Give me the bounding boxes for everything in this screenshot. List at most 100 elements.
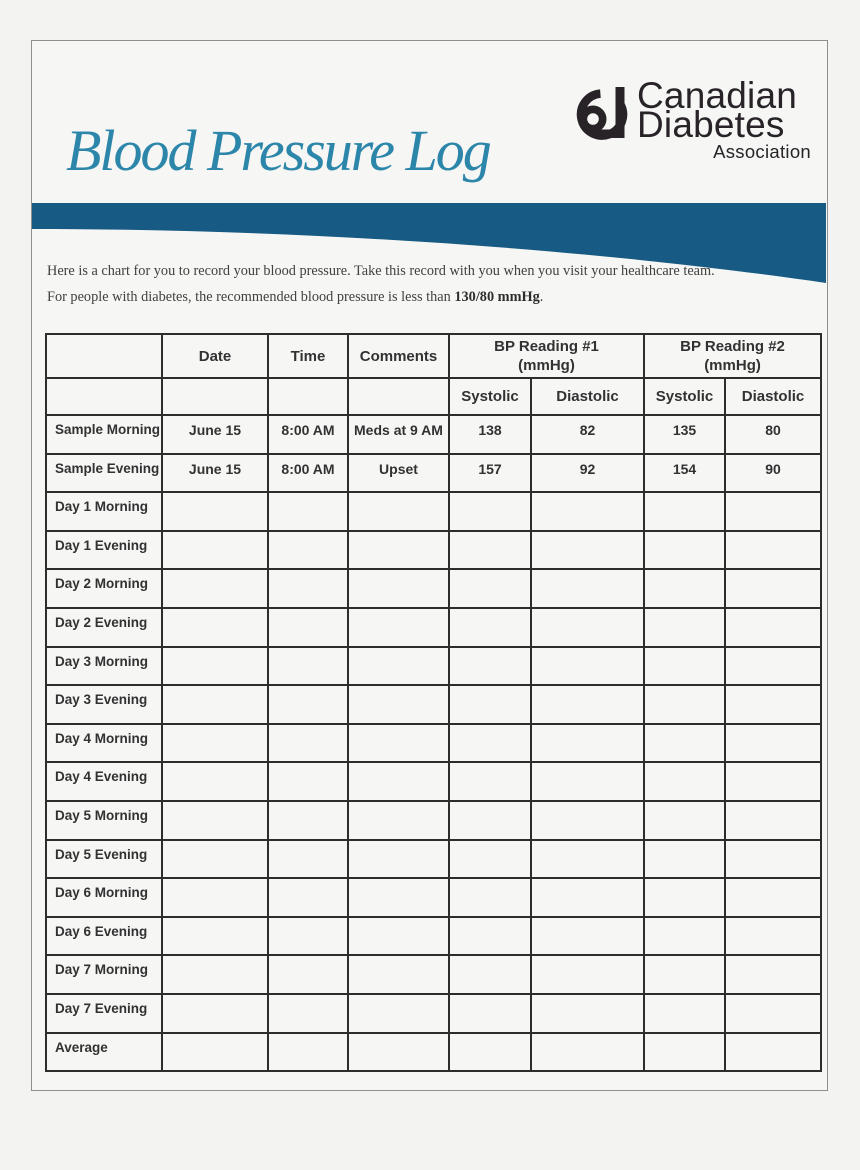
bp2-diastolic-cell <box>724 992 823 1034</box>
table-row: Day 4 Evening <box>45 761 823 802</box>
date-column-header: Date <box>161 333 269 379</box>
bp2-diastolic-header: Diastolic <box>724 377 823 416</box>
comments-cell <box>347 606 450 648</box>
time-cell: 8:00 AM <box>267 414 349 455</box>
time-cell <box>267 838 349 880</box>
org-name-line2: Diabetes <box>637 104 785 145</box>
time-cell <box>267 645 349 687</box>
date-cell: June 15 <box>161 414 269 455</box>
comments-cell <box>347 722 450 764</box>
time-cell <box>267 491 349 532</box>
bp2-systolic-cell: 135 <box>643 414 727 455</box>
bp1-diastolic-cell <box>529 491 646 532</box>
row-label-cell: Average <box>45 1031 163 1073</box>
bp2-systolic-cell <box>643 877 727 918</box>
comments-cell <box>347 645 450 687</box>
bp2-systolic-cell <box>643 491 727 532</box>
table-row: Day 4 Morning <box>45 722 823 764</box>
date-cell <box>161 684 269 725</box>
bp2-diastolic-cell <box>724 684 823 725</box>
table-row: Day 3 Evening <box>45 684 823 725</box>
bp1-systolic-cell: 157 <box>448 452 532 494</box>
row-label-cell: Day 7 Evening <box>45 992 163 1034</box>
table-header-row-1: Date Time Comments BP Reading #1 (mmHg) … <box>45 333 823 379</box>
bp2-diastolic-cell <box>724 491 823 532</box>
bp-table-body: Sample Morning June 15 8:00 AM Meds at 9 AM… <box>45 414 823 1073</box>
bp2-diastolic-cell <box>724 645 823 687</box>
cda-circle-d-icon <box>576 87 628 140</box>
intro-line1: Here is a chart for you to record your b… <box>47 263 715 279</box>
comments-cell <box>347 838 450 880</box>
table-row: Day 5 Morning <box>45 799 823 841</box>
bp-reading-2-header: BP Reading #2 (mmHg) <box>643 333 823 379</box>
bp2-systolic-cell <box>643 568 727 609</box>
time-cell <box>267 761 349 802</box>
bp2-systolic-cell <box>643 992 727 1034</box>
bp2-systolic-cell <box>643 761 727 802</box>
org-logo: Canadian Diabetes Association <box>569 75 814 206</box>
bp1-diastolic-cell <box>529 954 646 995</box>
bp1-diastolic-cell <box>529 761 646 802</box>
bp1-systolic-cell <box>448 992 532 1034</box>
time-cell: 8:00 AM <box>267 452 349 494</box>
intro-paragraph: Here is a chart for you to record your b… <box>47 259 807 310</box>
bp1-systolic-cell <box>448 799 532 841</box>
bp2-diastolic-cell <box>724 954 823 995</box>
comments-cell <box>347 915 450 957</box>
bp1-diastolic-cell <box>529 992 646 1034</box>
bp1-systolic-cell <box>448 491 532 532</box>
empty-header-cell <box>161 377 269 416</box>
date-cell <box>161 491 269 532</box>
empty-header-cell <box>45 377 163 416</box>
row-label-cell: Day 6 Morning <box>45 877 163 918</box>
time-cell <box>267 799 349 841</box>
date-cell <box>161 877 269 918</box>
table-row: Average <box>45 1031 823 1073</box>
table-row: Day 1 Morning <box>45 491 823 532</box>
row-label-cell: Day 4 Morning <box>45 722 163 764</box>
row-label-cell: Day 1 Evening <box>45 529 163 571</box>
time-cell <box>267 529 349 571</box>
bp2-diastolic-cell <box>724 838 823 880</box>
bp-log-table: Date Time Comments BP Reading #1 (mmHg) … <box>45 333 823 1073</box>
bp2-systolic-cell <box>643 799 727 841</box>
bp2-systolic-cell <box>643 1031 727 1073</box>
page-frame: Blood Pressure Log Canadian Diabetes Ass… <box>31 40 828 1091</box>
intro-line2: For people with diabetes, the recommende… <box>47 288 544 305</box>
comments-cell <box>347 799 450 841</box>
bp1-diastolic-cell <box>529 1031 646 1073</box>
recommended-bp-value: 130/80 mmHg <box>454 288 540 305</box>
row-label-cell: Day 1 Morning <box>45 491 163 532</box>
comments-column-header: Comments <box>347 333 450 379</box>
bp1-diastolic-cell <box>529 838 646 880</box>
bp1-systolic-cell <box>448 529 532 571</box>
comments-cell <box>347 992 450 1034</box>
time-cell <box>267 877 349 918</box>
bp1-systolic-cell <box>448 915 532 957</box>
blue-swoosh-banner <box>32 203 826 283</box>
bp2-systolic-cell <box>643 915 727 957</box>
bp1-diastolic-cell <box>529 568 646 609</box>
comments-cell: Meds at 9 AM <box>347 414 450 455</box>
bp2-systolic-cell <box>643 529 727 571</box>
bp1-diastolic-cell <box>529 684 646 725</box>
row-label-cell: Sample Evening <box>45 452 163 494</box>
org-name-line1: Canadian <box>637 75 798 116</box>
bp1-systolic-cell <box>448 877 532 918</box>
table-row: Sample Evening June 15 8:00 AM Upset 157 92 15… <box>45 452 823 494</box>
bp1-diastolic-cell: 82 <box>529 414 646 455</box>
org-name-line3: Association <box>713 141 811 162</box>
table-header-row-2: Systolic Diastolic Systolic Diastolic <box>45 377 823 416</box>
table-row: Day 7 Morning <box>45 954 823 995</box>
bp2-diastolic-cell <box>724 722 823 764</box>
bp1-diastolic-cell <box>529 915 646 957</box>
bp2-systolic-header: Systolic <box>643 377 727 416</box>
date-cell: June 15 <box>161 452 269 494</box>
bp2-systolic-cell <box>643 645 727 687</box>
bp2-systolic-cell <box>643 954 727 995</box>
date-cell <box>161 529 269 571</box>
bp2-diastolic-cell <box>724 799 823 841</box>
bp1-systolic-cell <box>448 568 532 609</box>
comments-cell: Upset <box>347 452 450 494</box>
bp2-diastolic-cell <box>724 568 823 609</box>
